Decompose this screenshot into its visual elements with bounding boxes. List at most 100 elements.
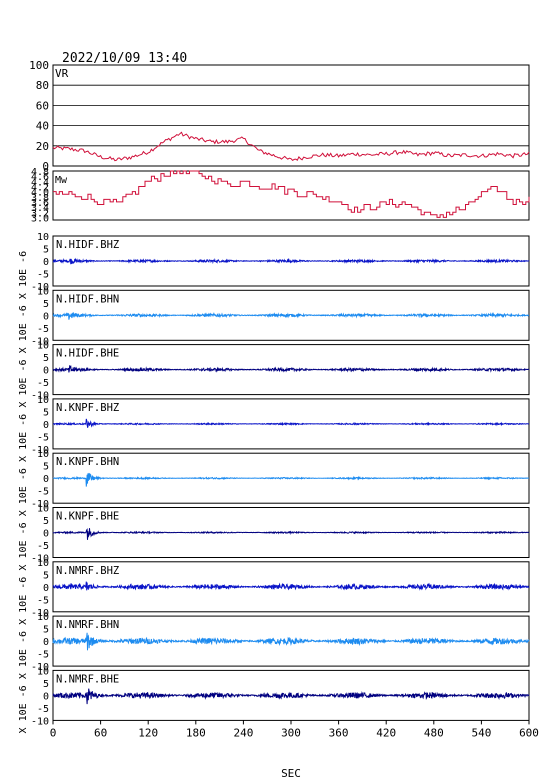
- wave-title: N.HIDF.BHE: [56, 348, 119, 360]
- wave-tick-label: -10: [31, 445, 49, 456]
- wave-trace: [52, 528, 530, 540]
- mw-tick-label: 4.8: [31, 167, 49, 178]
- wave-trace: [52, 581, 530, 591]
- wave-tick-label: 10: [37, 504, 49, 515]
- wave-trace: [52, 688, 530, 705]
- wave-tick-label: 0: [43, 311, 49, 322]
- wave-tick-label: -10: [31, 554, 49, 565]
- wave-tick-label: 5: [43, 353, 49, 364]
- vr-tick-label: 100: [29, 59, 49, 72]
- panel-wave: 10 50 -5-10X 10E -6 N.KNPF.BHN: [18, 449, 530, 516]
- x-tick-label: 600: [519, 726, 539, 739]
- x-tick-label: 180: [186, 726, 206, 739]
- wave-tick-label: 0: [43, 474, 49, 485]
- x-tick-label: 240: [233, 726, 253, 739]
- wave-title: N.HIDF.BHZ: [56, 239, 119, 251]
- vr-tick-label: 80: [36, 79, 49, 92]
- wave-axis-label: X 10E -6: [18, 251, 29, 299]
- x-tick-label: 480: [424, 726, 444, 739]
- wave-trace: [52, 632, 530, 651]
- vr-tick-label: 20: [36, 140, 49, 153]
- wave-tick-label: 10: [37, 666, 49, 677]
- wave-tick-label: -10: [31, 391, 49, 402]
- mw-tick-label: 3.6: [31, 198, 49, 209]
- panel-wave: 10 50 -5-10X 10E -6 N.NMRF.BHE: [18, 666, 530, 733]
- wave-tick-label: -5: [37, 650, 49, 661]
- wave-title: N.HIDF.BHN: [56, 293, 119, 305]
- wave-trace: [52, 418, 529, 428]
- vr-frame: [52, 64, 530, 167]
- wave-axis-label: X 10E -6: [18, 522, 29, 570]
- panel-vr: 0 20 40 60 80 100 VR: [29, 59, 530, 173]
- wave-tick-label: 5: [43, 245, 49, 256]
- wave-title: N.NMRF.BHN: [56, 619, 119, 631]
- wave-tick-label: 0: [43, 583, 49, 594]
- wave-tick-label: -10: [31, 608, 49, 619]
- wave-tick-label: -10: [31, 716, 49, 727]
- wave-title: N.NMRF.BHE: [56, 673, 119, 685]
- wave-tick-label: -5: [37, 270, 49, 281]
- wave-title: N.KNPF.BHZ: [56, 402, 119, 414]
- wave-tick-label: -10: [31, 336, 49, 347]
- wave-tick-label: 0: [43, 691, 49, 702]
- wave-axis-label: X 10E -6: [18, 631, 29, 679]
- mw-tick-label: 4.0: [31, 188, 49, 199]
- wave-tick-label: -5: [37, 595, 49, 606]
- wave-tick-label: 10: [37, 612, 49, 623]
- wave-tick-label: 10: [37, 395, 49, 406]
- wave-tick-label: -10: [31, 499, 49, 510]
- wave-trace: [52, 311, 529, 320]
- wave-tick-label: 0: [43, 257, 49, 268]
- wave-axis-label: X 10E -6: [18, 360, 29, 408]
- panel-mw: 3.03.23.43.63.84.04.24.44.64.8 Mw: [31, 167, 530, 224]
- panel-wave: 10 50 -5-10X 10E -6 N.NMRF.BHN: [18, 612, 530, 679]
- x-tick-label: 540: [471, 726, 491, 739]
- wave-tick-label: -5: [37, 378, 49, 389]
- x-tick-label: 300: [281, 726, 301, 739]
- wave-tick-label: 0: [43, 637, 49, 648]
- vr-series-line: [52, 131, 530, 162]
- wave-tick-label: -5: [37, 432, 49, 443]
- wave-tick-label: -5: [37, 487, 49, 498]
- panel-wave: 10 50 -5-10X 10E -6 N.HIDF.BHZ: [18, 232, 530, 299]
- panel-wave: 105 0-5 -10X 10E -6 N.KNPF.BHE: [18, 504, 530, 571]
- wave-tick-label: 0: [43, 420, 49, 431]
- wave-tick-label: 5: [43, 570, 49, 581]
- mw-tick-label: 3.4: [31, 203, 49, 214]
- wave-tick-label: 0: [43, 529, 49, 540]
- wave-title: N.KNPF.BHN: [56, 456, 119, 468]
- wave-tick-label: 5: [43, 679, 49, 690]
- wave-tick-label: -5: [37, 541, 49, 552]
- wave-trace: [52, 257, 530, 265]
- vr-tick-label: 40: [36, 120, 49, 133]
- wave-tick-label: 5: [43, 299, 49, 310]
- wave-tick-label: -5: [37, 324, 49, 335]
- wave-axis-label: X 10E -6: [18, 577, 29, 625]
- wave-trace: [52, 472, 530, 487]
- x-tick-label: 60: [94, 726, 107, 739]
- wave-tick-label: 10: [37, 449, 49, 460]
- x-tick-label: 360: [329, 726, 349, 739]
- wave-tick-label: -10: [31, 282, 49, 293]
- wave-tick-label: -5: [37, 704, 49, 715]
- vr-title: VR: [55, 67, 69, 80]
- wave-trace: [52, 365, 530, 373]
- mw-tick-label: 4.6: [31, 172, 49, 183]
- wave-title: N.NMRF.BHZ: [56, 565, 119, 577]
- wave-tick-label: 10: [37, 286, 49, 297]
- wave-title: N.KNPF.BHE: [56, 511, 119, 523]
- wave-tick-label: 5: [43, 516, 49, 527]
- mw-tick-label: 3.8: [31, 193, 49, 204]
- mw-frame: [52, 170, 530, 221]
- wave-axis-label: X 10E -6: [18, 685, 29, 733]
- wave-axis-label: X 10E -6: [18, 468, 29, 516]
- wave-tick-label: 10: [37, 341, 49, 352]
- mw-tick-label: 3.0: [31, 213, 49, 224]
- wave-tick-label: 5: [43, 407, 49, 418]
- panel-wave: 10 50 -5-10X 10E -6 N.HIDF.BHN: [18, 286, 530, 353]
- wave-tick-label: 10: [37, 232, 49, 243]
- wave-tick-label: -10: [31, 662, 49, 673]
